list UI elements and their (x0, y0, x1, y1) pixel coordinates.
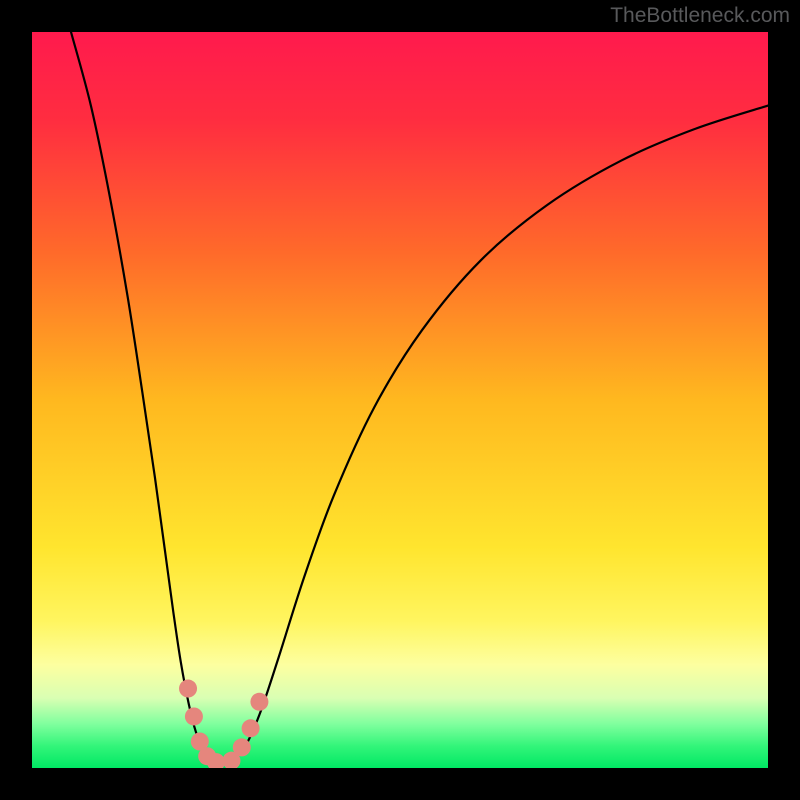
marker-point (179, 680, 197, 698)
marker-point (242, 719, 260, 737)
curve-left (71, 32, 222, 764)
curve-right (222, 106, 768, 764)
marker-point (233, 738, 251, 756)
watermark-text: TheBottleneck.com (610, 4, 790, 28)
marker-point (250, 693, 268, 711)
chart-svg (32, 32, 768, 768)
chart-frame (0, 0, 800, 800)
plot-area (32, 32, 768, 768)
marker-point (185, 707, 203, 725)
